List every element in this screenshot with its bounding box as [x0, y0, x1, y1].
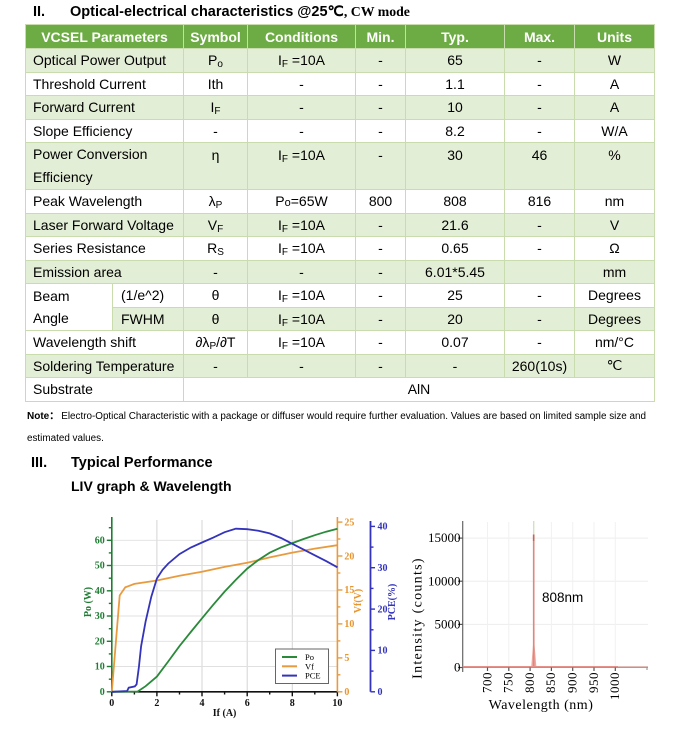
- svg-text:0: 0: [109, 698, 114, 709]
- svg-text:800: 800: [522, 672, 537, 693]
- svg-text:30: 30: [95, 611, 105, 622]
- svg-text:20: 20: [378, 604, 388, 615]
- svg-text:8: 8: [290, 698, 295, 709]
- svg-text:10: 10: [332, 698, 342, 709]
- svg-text:40: 40: [95, 586, 105, 597]
- svg-text:0: 0: [344, 687, 349, 698]
- svg-text:15000: 15000: [428, 530, 461, 545]
- svg-text:30: 30: [378, 563, 388, 574]
- svg-text:Vf: Vf: [305, 661, 314, 671]
- svg-text:25: 25: [344, 517, 354, 528]
- svg-text:20: 20: [95, 637, 105, 648]
- svg-text:2: 2: [154, 698, 159, 709]
- svg-text:50: 50: [95, 561, 105, 572]
- svg-text:Wavelength (nm): Wavelength (nm): [489, 698, 594, 713]
- svg-text:750: 750: [501, 672, 516, 693]
- svg-text:PCE(%): PCE(%): [387, 584, 398, 621]
- svg-text:5000: 5000: [435, 617, 461, 632]
- svg-text:Po (W): Po (W): [83, 587, 94, 617]
- svg-text:20: 20: [344, 551, 354, 562]
- svg-text:Po: Po: [305, 652, 314, 662]
- svg-text:PCE: PCE: [305, 671, 321, 681]
- svg-text:4: 4: [200, 698, 205, 709]
- svg-text:0: 0: [100, 687, 105, 698]
- svg-text:6: 6: [245, 698, 250, 709]
- svg-text:950: 950: [586, 672, 601, 693]
- svg-text:60: 60: [95, 536, 105, 547]
- svg-text:Vf(V): Vf(V): [353, 589, 364, 613]
- svg-text:10: 10: [378, 646, 388, 657]
- svg-text:900: 900: [565, 672, 580, 693]
- svg-text:10: 10: [95, 662, 105, 673]
- svg-text:10000: 10000: [428, 573, 461, 588]
- svg-text:808nm: 808nm: [542, 590, 583, 605]
- svg-text:5: 5: [344, 653, 349, 664]
- svg-text:40: 40: [378, 522, 388, 533]
- svg-text:If (A): If (A): [213, 708, 237, 719]
- svg-text:Intensity (counts): Intensity (counts): [411, 557, 426, 679]
- svg-text:0: 0: [454, 660, 461, 675]
- svg-text:1000: 1000: [607, 672, 622, 700]
- svg-text:700: 700: [479, 672, 494, 693]
- svg-text:10: 10: [344, 619, 354, 630]
- svg-text:0: 0: [378, 687, 383, 698]
- svg-text:850: 850: [543, 672, 558, 693]
- svg-text:15: 15: [344, 585, 354, 596]
